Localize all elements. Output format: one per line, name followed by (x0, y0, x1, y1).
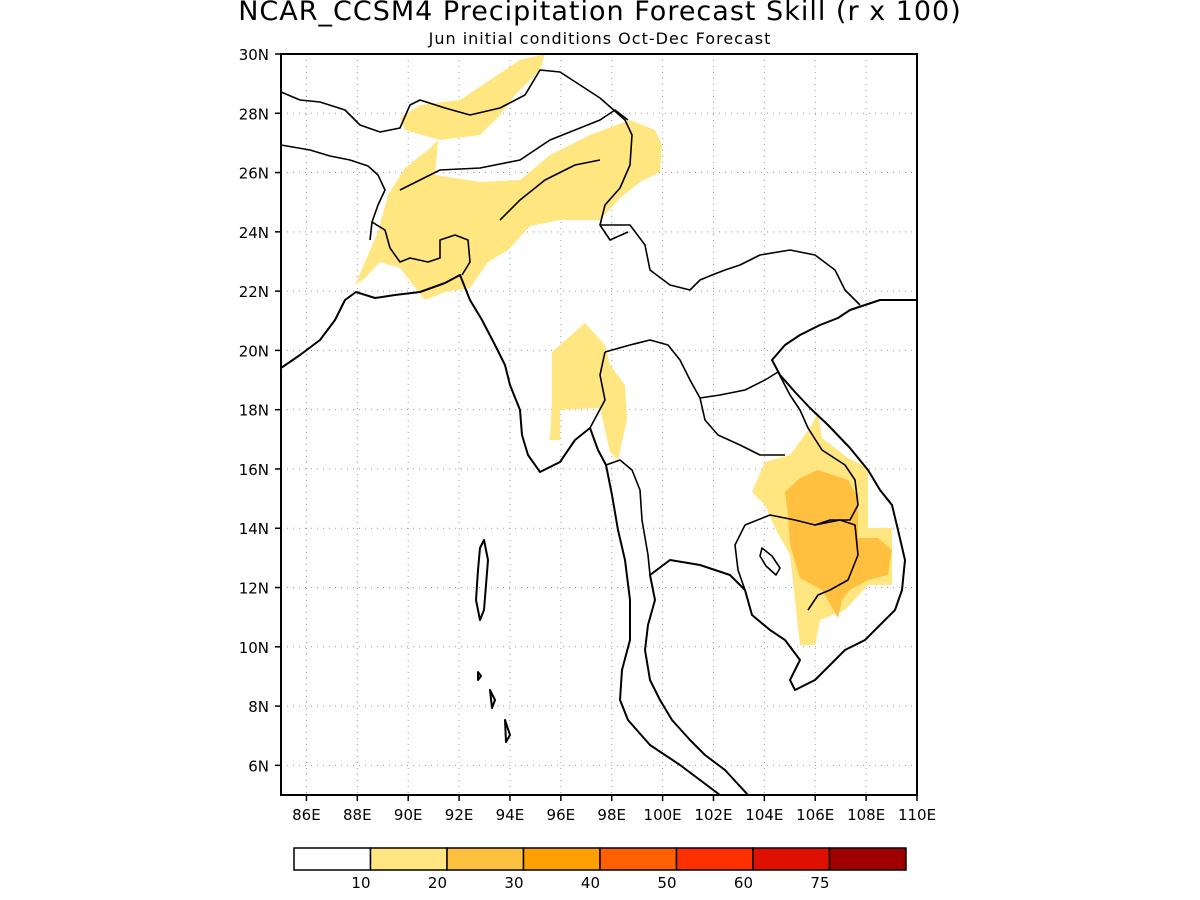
nicobar-islands (477, 671, 511, 743)
tonle-sap-lake (759, 547, 781, 576)
border-cambodia (744, 514, 859, 611)
coastline-thai-cambodia (649, 299, 917, 691)
lon-label: 86E (292, 806, 321, 824)
lon-label: 90E (394, 806, 423, 824)
colorbar-swatch (446, 847, 525, 871)
border-india-nepal (281, 144, 386, 241)
skill-shading (355, 54, 892, 645)
lat-label: 12N (239, 580, 269, 598)
andaman-islands (475, 539, 489, 621)
border-myanmar-east (600, 224, 861, 306)
skill-region-indochina-core (785, 470, 892, 618)
lon-label: 106E (796, 806, 834, 824)
border-laos-vietnam (777, 371, 859, 526)
lat-label: 18N (239, 402, 269, 420)
lat-label: 22N (239, 283, 269, 301)
skill-region-himalaya (400, 54, 545, 140)
lat-label: 8N (248, 698, 269, 716)
lon-label: 102E (694, 806, 732, 824)
colorbar-label: 10 (351, 874, 370, 892)
border-himalaya (281, 69, 633, 241)
lat-label: 24N (239, 224, 269, 242)
coastline-bay-of-bengal (281, 274, 721, 795)
lat-label: 26N (239, 165, 269, 183)
lon-label: 92E (445, 806, 474, 824)
colorbar-swatch (599, 847, 678, 871)
border-bangladesh (371, 221, 471, 276)
plot-frame (280, 53, 918, 796)
lat-label: 28N (239, 105, 269, 123)
border-assam (399, 109, 629, 221)
colorbar-swatch (522, 847, 601, 871)
border-thailand-myanmar (589, 351, 651, 576)
map-subtitle: Jun initial conditions Oct-Dec Forecast (428, 29, 772, 48)
lat-label: 6N (248, 757, 269, 775)
lon-label: 94E (496, 806, 525, 824)
lat-label: 16N (239, 461, 269, 479)
lon-label: 108E (847, 806, 885, 824)
lat-label: 20N (239, 342, 269, 360)
lat-label: 30N (239, 46, 269, 64)
colorbar-swatch (369, 847, 448, 871)
map-title: NCAR_CCSM4 Precipitation Forecast Skill … (238, 0, 962, 27)
lon-label: 96E (547, 806, 576, 824)
skill-region-myanmar (550, 323, 627, 460)
latitude-labels: 30N 28N 26N 24N 22N 20N 18N 16N 14N 12N 10N 8N 6N (239, 46, 281, 775)
colorbar-label: 40 (581, 874, 600, 892)
colorbar-swatch (293, 847, 372, 871)
colorbar: 10 20 30 40 50 60 75 (293, 847, 907, 892)
map-outlines (281, 69, 917, 795)
colorbar-swatch (752, 847, 831, 871)
colorbar-label: 50 (657, 874, 676, 892)
lat-label: 10N (239, 639, 269, 657)
border-thailand-cambodia (699, 397, 785, 591)
colorbar-label: 30 (504, 874, 523, 892)
skill-region-bengal-assam (355, 120, 662, 300)
colorbar-label: 20 (428, 874, 447, 892)
lat-label: 14N (239, 520, 269, 538)
colorbar-swatch (675, 847, 754, 871)
border-thailand-laos (604, 339, 779, 399)
colorbar-label: 60 (734, 874, 753, 892)
lon-label: 100E (644, 806, 682, 824)
lon-label: 88E (343, 806, 372, 824)
colorbar-label: 75 (810, 874, 829, 892)
lon-label: 104E (745, 806, 783, 824)
coastline-gulf-of-thailand (644, 574, 749, 795)
lon-label: 110E (898, 806, 936, 824)
lon-label: 98E (597, 806, 626, 824)
colorbar-swatch (828, 847, 907, 871)
longitude-labels: 86E 88E 90E 92E 94E 96E 98E 100E 102E 104E 106E 108… (292, 795, 936, 824)
